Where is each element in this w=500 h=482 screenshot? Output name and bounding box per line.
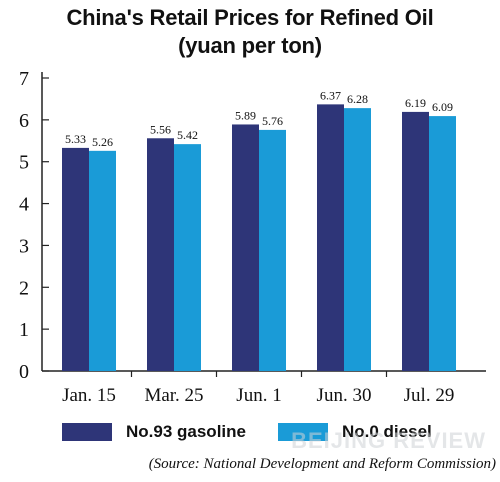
bar-diesel <box>259 129 286 371</box>
data-label: 6.09 <box>432 100 453 114</box>
chart-title-block: China's Retail Prices for Refined Oil (y… <box>0 4 500 60</box>
y-tick-label: 1 <box>19 319 29 341</box>
data-label: 5.42 <box>177 128 198 142</box>
x-tick-label: Jan. 15 <box>62 385 116 406</box>
data-label: 5.26 <box>92 135 113 149</box>
y-tick-label: 2 <box>19 277 29 299</box>
data-label: 5.76 <box>262 114 283 128</box>
x-tick-label: Jun. 1 <box>236 385 281 406</box>
legend-item-gasoline: No.93 gasoline <box>62 422 246 442</box>
bar-gasoline <box>147 138 174 371</box>
legend-swatch-gasoline <box>62 423 112 441</box>
y-tick-label: 0 <box>19 361 29 383</box>
data-label: 5.89 <box>235 108 256 122</box>
data-label: 6.28 <box>347 92 368 106</box>
data-label: 5.33 <box>65 132 86 146</box>
legend: No.93 gasoline No.0 diesel <box>62 420 464 444</box>
source-note: (Source: National Development and Reform… <box>148 456 496 472</box>
watermark-logo: BEIJING REVIEW <box>291 428 486 453</box>
bar-chart: 0 1 2 3 4 5 6 7 5.33 5.26 Jan. 15 5.56 5.42 Mar. 25 5.… <box>19 68 486 406</box>
data-label: 6.19 <box>405 96 426 110</box>
bar-diesel <box>89 150 116 371</box>
legend-swatch-diesel <box>277 423 328 441</box>
legend-label-gasoline: No.93 gasoline <box>126 422 246 441</box>
y-tick-label: 4 <box>19 194 29 216</box>
x-tick-label: Jul. 29 <box>404 385 455 406</box>
data-label: 5.56 <box>150 122 171 136</box>
bar-gasoline <box>402 111 429 371</box>
bar-gasoline <box>62 147 89 371</box>
y-tick-label: 7 <box>19 68 29 90</box>
y-tick-label: 6 <box>19 110 29 132</box>
y-tick-label: 3 <box>19 235 29 257</box>
chart-subtitle: (yuan per ton) <box>178 33 322 58</box>
bar-gasoline <box>317 104 344 372</box>
bar-diesel <box>174 144 201 371</box>
legend-label-diesel: No.0 diesel <box>341 422 432 441</box>
bar-diesel <box>429 116 456 371</box>
bar-diesel <box>344 108 371 371</box>
data-label: 6.37 <box>320 88 341 102</box>
x-tick-label: Jun. 30 <box>317 385 372 406</box>
x-tick-label: Mar. 25 <box>144 385 203 406</box>
chart-title: China's Retail Prices for Refined Oil <box>66 5 434 30</box>
legend-item-diesel: No.0 diesel <box>277 422 432 442</box>
y-tick-label: 5 <box>19 152 29 174</box>
bar-gasoline <box>232 124 259 371</box>
